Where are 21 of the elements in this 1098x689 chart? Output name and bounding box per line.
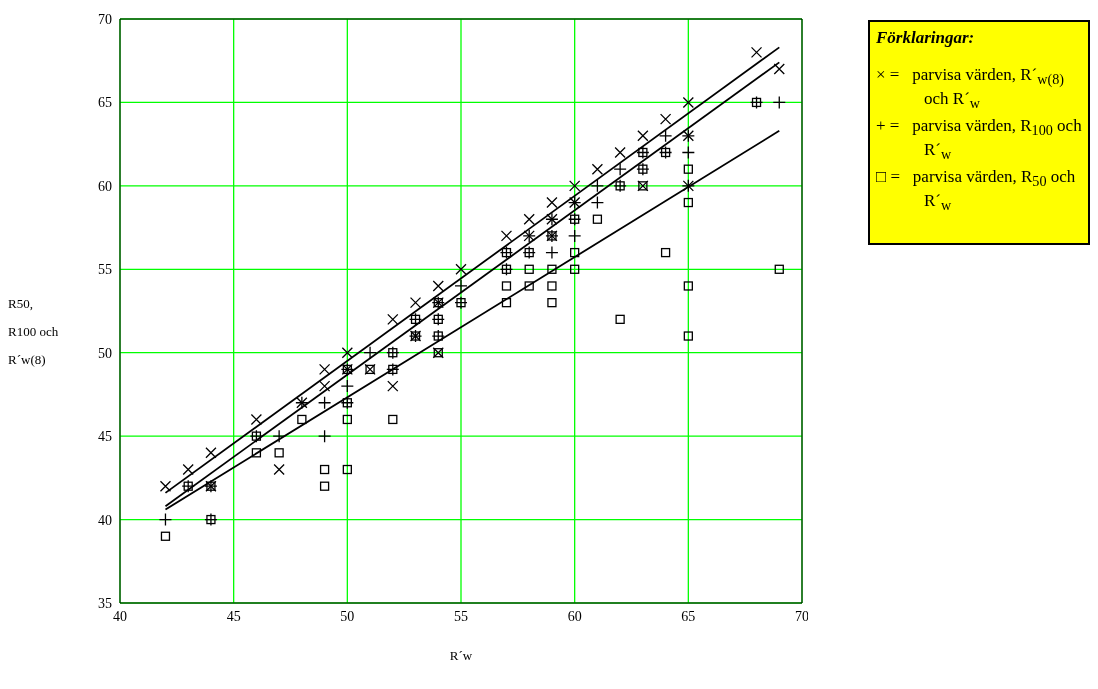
y-tick-label: 35 <box>98 595 112 611</box>
x-tick-label: 55 <box>454 608 468 624</box>
y-tick-label: 45 <box>98 429 112 445</box>
y-tick-label: 65 <box>98 95 112 111</box>
x-tick-label: 65 <box>681 608 696 624</box>
y-tick-label: 55 <box>98 262 112 278</box>
text: □ = parvisa värden, R$_{50}$ och R´$_{w}$ <box>876 166 1076 214</box>
x-tick-label: 45 <box>226 608 241 624</box>
text: × = parvisa värden, R´$_{w(8)}$ och R´$_{w}$ <box>876 65 1065 112</box>
x-tick-label: 40 <box>113 608 127 624</box>
y-axis-title: R50, R100 och R´w(8) <box>8 295 60 369</box>
x-tick-label: 70 <box>795 608 809 624</box>
y-tick-label: 50 <box>98 345 112 361</box>
text: + = parvisa värden, R$_{100}$ och R´$_{w}$ <box>876 115 1082 163</box>
text: Förklaringar: <box>876 28 976 47</box>
x-tick-label: 60 <box>567 608 582 624</box>
y-tick-label: 40 <box>98 512 112 528</box>
y-tick-label: 70 <box>98 11 112 27</box>
y-tick-label: 60 <box>98 178 112 194</box>
x-axis-title: R´w <box>449 648 473 663</box>
x-tick-label: 50 <box>340 608 355 624</box>
